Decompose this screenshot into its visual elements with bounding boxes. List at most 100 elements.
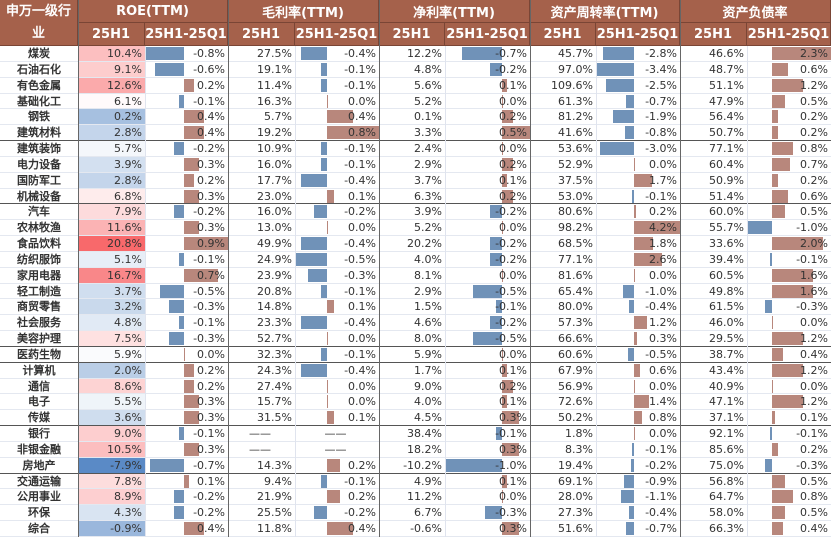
gross-margin-change-cell: 0.2% (295, 489, 379, 504)
asset-turnover-change-cell: 1.7% (596, 173, 680, 188)
positive-change-bar (184, 110, 204, 124)
positive-change-bar (633, 268, 635, 282)
change-value: 0.3% (499, 411, 527, 425)
gross-margin-change-cell: —— (295, 442, 379, 457)
change-value: 0.1% (348, 189, 376, 203)
industry-name[interactable]: 医药生物 (17, 347, 61, 361)
industry-name[interactable]: 公用事业 (17, 490, 61, 504)
metric-value: 61.5% (709, 300, 744, 314)
industry-name[interactable]: 通信 (28, 379, 50, 393)
net-margin-change-cell: 0.0% (445, 141, 530, 156)
metric-value: 1.7% (414, 363, 442, 377)
industry-name[interactable]: 银行 (28, 427, 50, 441)
industry-name[interactable]: 非银金融 (17, 442, 61, 456)
industry-name[interactable]: 传媒 (28, 411, 50, 425)
debt-ratio-value-cell: 50.9% (680, 173, 747, 188)
industry-name[interactable]: 计算机 (22, 363, 56, 377)
change-value: -1.0% (796, 221, 828, 235)
metric-value: 16.0% (257, 205, 292, 219)
industry-name[interactable]: 国防军工 (17, 173, 61, 187)
industry-name[interactable]: 农林牧渔 (17, 221, 61, 235)
industry-name[interactable]: 煤炭 (28, 47, 50, 60)
industry-name[interactable]: 建筑装饰 (17, 142, 61, 156)
debt-ratio-change-cell: 0.1% (747, 410, 831, 425)
header-roe-change[interactable]: 25H1-25Q1 (145, 23, 228, 46)
change-value: -1.0% (495, 458, 527, 472)
metric-value: 77.1% (558, 252, 593, 266)
industry-name[interactable]: 综合 (28, 522, 50, 536)
negative-change-bar (484, 506, 502, 520)
metric-value: 50.7% (709, 126, 744, 140)
change-value: 1.6% (800, 284, 828, 298)
gross-margin-value-cell: 23.3% (228, 315, 295, 330)
change-value: -0.1% (344, 62, 376, 76)
net-margin-change-cell: 0.3% (445, 521, 530, 536)
metric-value: 60.5% (709, 268, 744, 282)
change-value: 1.7% (649, 173, 677, 187)
asset-turnover-change-cell: 0.8% (596, 410, 680, 425)
change-value: 0.4% (197, 110, 225, 124)
industry-name[interactable]: 环保 (28, 506, 50, 520)
industry-name[interactable]: 美容护理 (17, 332, 61, 346)
header-net-margin-change[interactable]: 25H1-25Q1 (445, 23, 530, 46)
industry-name[interactable]: 基础化工 (17, 94, 61, 108)
industry-name[interactable]: 社会服务 (17, 316, 61, 330)
change-value: 0.0% (348, 395, 376, 409)
net-margin-value-cell: 4.0% (379, 394, 445, 409)
industry-name[interactable]: 家用电器 (17, 268, 61, 282)
change-value: -0.7% (193, 458, 225, 472)
asset-turnover-value-cell: 37.5% (530, 173, 596, 188)
net-margin-value-cell: 4.8% (379, 62, 445, 77)
industry-name[interactable]: 汽车 (28, 205, 50, 219)
metric-value: -0.6% (410, 522, 442, 536)
industry-name[interactable]: 建筑材料 (17, 126, 61, 140)
positive-change-bar (772, 173, 778, 187)
industry-name[interactable]: 房地产 (22, 458, 56, 472)
header-debt-ratio-value[interactable]: 25H1 (680, 23, 747, 46)
net-margin-value-cell: 18.2% (379, 442, 445, 457)
change-value: 1.2% (800, 395, 828, 409)
industry-name[interactable]: 机械设备 (17, 189, 61, 203)
group-divider (78, 0, 79, 537)
metric-value: 20.8% (257, 284, 292, 298)
positive-change-bar (633, 427, 635, 441)
industry-name[interactable]: 有色金属 (17, 78, 61, 92)
roe-change-cell: -0.8% (145, 46, 228, 61)
industry-name[interactable]: 石油石化 (17, 62, 61, 76)
change-value: 0.2% (197, 173, 225, 187)
industry-name[interactable]: 商贸零售 (17, 300, 61, 314)
debt-ratio-value-cell: 56.4% (680, 109, 747, 124)
industry-name[interactable]: 轻工制造 (17, 284, 61, 298)
positive-change-bar (501, 522, 519, 536)
header-gross-margin-value[interactable]: 25H1 (228, 23, 295, 46)
header-gross-margin-change[interactable]: 25H1-25Q1 (295, 23, 379, 46)
roe-change-cell: 0.9% (145, 236, 228, 251)
industry-name[interactable]: 交通运输 (17, 474, 61, 488)
change-value: -0.1% (645, 442, 677, 456)
debt-ratio-change-cell: 0.5% (747, 94, 831, 109)
change-value: 0.0% (348, 221, 376, 235)
table-row: 传媒 3.6% 0.3% 31.5% 0.1% 4.5% 0.3% 50.2% 0.8% 37.1… (0, 410, 831, 427)
asset-turnover-value-cell: 50.2% (530, 410, 596, 425)
header-asset-turnover-change[interactable]: 25H1-25Q1 (596, 23, 680, 46)
gross-margin-change-cell: 0.1% (295, 189, 379, 204)
positive-change-bar (184, 522, 204, 536)
metric-value: 8.0% (414, 332, 442, 346)
header-asset-turnover-value[interactable]: 25H1 (530, 23, 596, 46)
industry-name[interactable]: 电力设备 (17, 157, 61, 171)
debt-ratio-change-cell: -0.3% (747, 299, 831, 314)
industry-name[interactable]: 食品饮料 (17, 237, 61, 251)
change-value: -2.5% (645, 78, 677, 92)
header-net-margin-value[interactable]: 25H1 (379, 23, 445, 46)
negative-change-bar (179, 316, 185, 330)
industry-name[interactable]: 钢铁 (28, 110, 50, 124)
industry-name[interactable]: 电子 (28, 395, 50, 409)
roe-value-cell: 7.9% (78, 204, 145, 220)
header-industry: 申万一级行业 (0, 0, 78, 46)
header-debt-ratio-change[interactable]: 25H1-25Q1 (747, 23, 831, 46)
net-margin-value-cell: 3.9% (379, 204, 445, 219)
industry-name[interactable]: 纺织服饰 (17, 252, 61, 266)
change-value: 0.4% (348, 522, 376, 536)
header-roe-value[interactable]: 25H1 (78, 23, 145, 46)
change-value: 0.0% (348, 332, 376, 346)
